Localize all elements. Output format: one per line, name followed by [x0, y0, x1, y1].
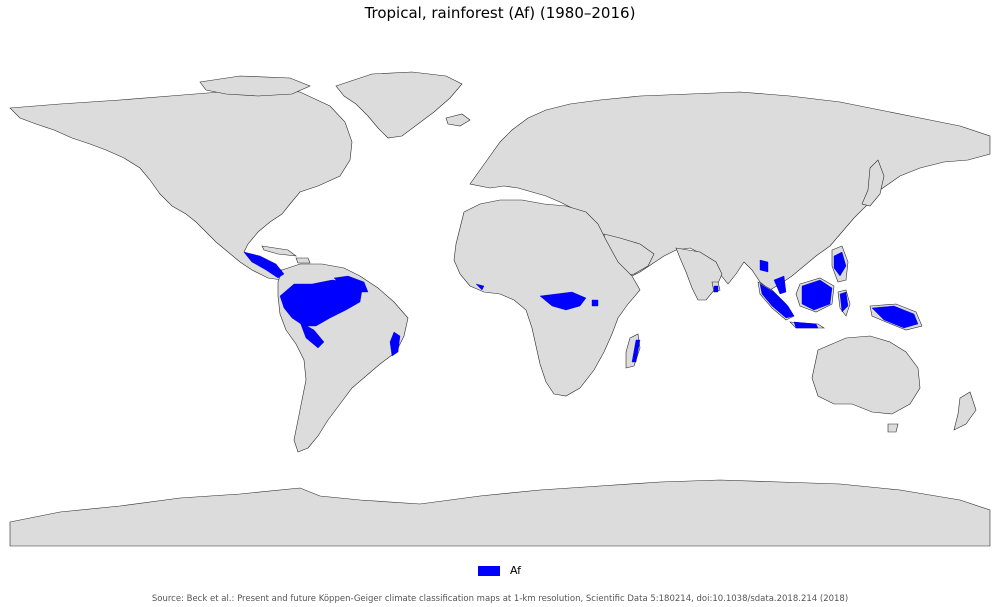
legend-swatch-af [478, 565, 500, 576]
af-sulawesi [839, 291, 849, 313]
af-sri-lanka [713, 285, 719, 293]
legend-label-af: Af [510, 564, 522, 577]
af-western-amazon [299, 321, 325, 349]
af-borneo [801, 279, 833, 311]
australia [811, 335, 921, 415]
af-amazon [279, 279, 363, 327]
greenland [335, 71, 463, 139]
japan [861, 159, 885, 207]
af-malay [773, 275, 787, 295]
af-west-africa [475, 283, 485, 291]
af-madagascar [631, 339, 641, 363]
tasmania [887, 423, 899, 433]
source-caption: Source: Beck et al.: Present and future … [151, 594, 849, 604]
af-java [793, 321, 819, 329]
arctic-islands [199, 75, 311, 97]
af-new-guinea [871, 305, 919, 329]
af-philippines [833, 251, 847, 277]
af-brazil-coast [389, 331, 401, 357]
af-guianas [333, 275, 369, 293]
af-indochina [759, 259, 769, 273]
af-east-africa [591, 299, 599, 307]
india [675, 247, 723, 301]
af-sumatra [759, 283, 795, 319]
af-climate-zones [243, 251, 919, 363]
hispaniola [295, 257, 311, 264]
new-zealand [953, 391, 977, 431]
map-title: Tropical, rainforest (Af) (1980–2016) [364, 4, 636, 22]
legend: Af [478, 564, 521, 577]
land-masses [9, 71, 991, 547]
af-congo [539, 291, 587, 311]
cuba [261, 245, 298, 257]
north-america [9, 87, 353, 281]
iceland [445, 113, 471, 127]
af-central-america [243, 251, 285, 279]
antarctica [9, 479, 991, 547]
